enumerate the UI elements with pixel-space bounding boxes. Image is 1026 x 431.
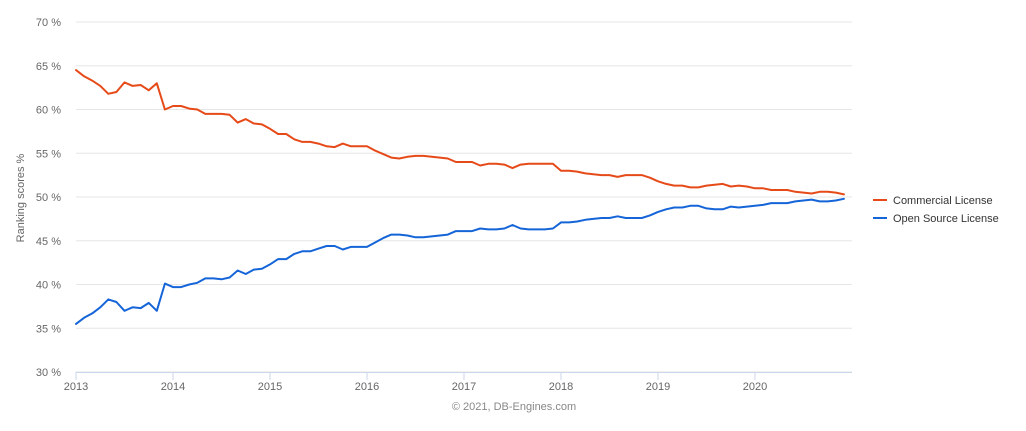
x-tick-label: 2016 — [355, 381, 379, 393]
legend-item-0[interactable]: Commercial License — [873, 195, 993, 207]
x-tick-label: 2020 — [743, 381, 767, 393]
x-tick-label: 2017 — [452, 381, 476, 393]
credits-text[interactable]: © 2021, DB-Engines.com — [452, 401, 576, 413]
x-axis: 2013 2014 2015 2016 2017 2018 2019 2020 — [64, 372, 852, 393]
y-tick-label: 65 % — [36, 61, 61, 73]
y-tick-label: 50 % — [36, 192, 61, 204]
x-tick-label: 2019 — [646, 381, 670, 393]
y-axis: 30 % 35 % 40 % 45 % 50 % 55 % 60 % 65 % 70 % — [36, 17, 61, 379]
y-tick-label: 30 % — [36, 367, 61, 379]
y-tick-label: 40 % — [36, 280, 61, 292]
legend-item-1[interactable]: Open Source License — [873, 213, 999, 225]
y-tick-label: 55 % — [36, 148, 61, 160]
y-tick-label: 60 % — [36, 105, 61, 117]
legend-label: Open Source License — [893, 213, 999, 225]
legend-label: Commercial License — [893, 195, 993, 207]
series-line-1[interactable] — [75, 197, 845, 325]
x-tick-label: 2013 — [64, 381, 88, 393]
gridlines — [76, 21, 852, 373]
x-tick-label: 2014 — [161, 381, 185, 393]
series-lines — [75, 69, 845, 325]
x-tick-label: 2018 — [549, 381, 573, 393]
y-axis-title: Ranking scores % — [15, 153, 27, 242]
series-line-0[interactable] — [75, 69, 845, 196]
legend[interactable]: Commercial License Open Source License — [873, 195, 999, 225]
y-tick-label: 45 % — [36, 236, 61, 248]
y-tick-label: 35 % — [36, 323, 61, 335]
y-tick-label: 70 % — [36, 17, 61, 29]
x-tick-label: 2015 — [258, 381, 282, 393]
